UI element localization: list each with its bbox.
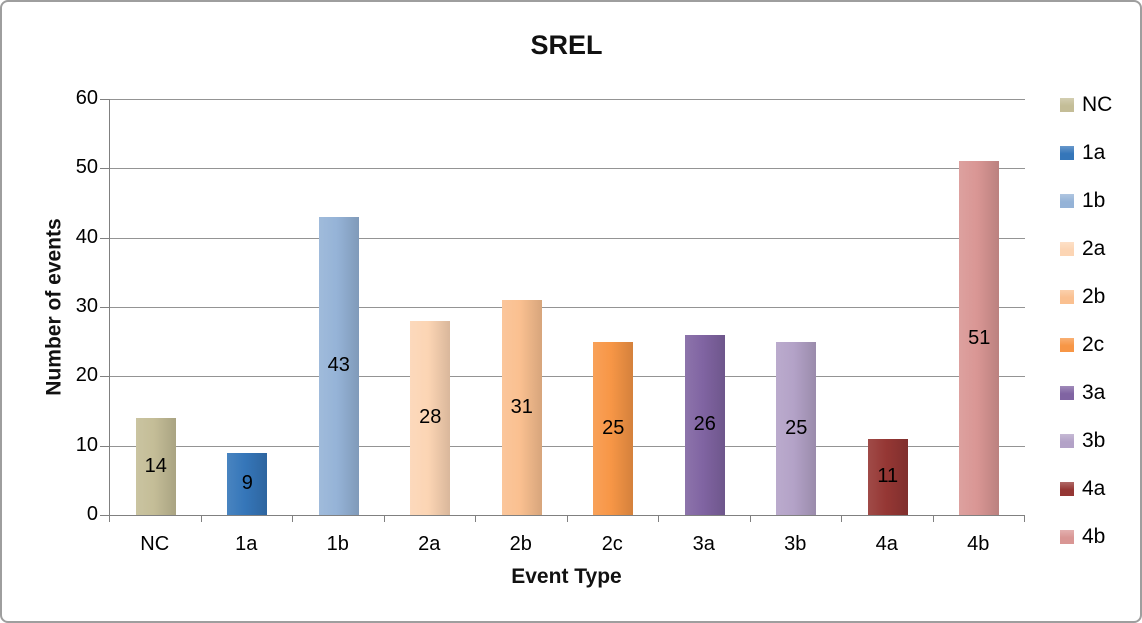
- gridline: [110, 445, 1025, 447]
- legend-label: 2b: [1082, 285, 1106, 308]
- legend-item-2c: 2c: [1060, 332, 1112, 358]
- legend-swatch-icon: [1060, 386, 1074, 400]
- bar-value-label: 25: [785, 416, 808, 439]
- legend-item-NC: NC: [1060, 92, 1112, 118]
- bar-value-label: 11: [877, 465, 899, 488]
- x-tick-mark: [292, 516, 293, 522]
- x-tick-label-1b: 1b: [326, 533, 349, 555]
- legend-swatch-icon: [1060, 482, 1074, 496]
- x-tick-mark: [383, 516, 385, 522]
- legend-label: 2c: [1082, 333, 1105, 356]
- legend-swatch-icon: [1060, 290, 1074, 304]
- y-tick-mark: [100, 307, 109, 308]
- bar-3a: 26: [684, 334, 725, 515]
- bar-value-label: 28: [419, 406, 442, 429]
- x-tick-mark: [841, 516, 842, 522]
- x-tick-mark: [200, 516, 202, 522]
- legend-swatch-icon: [1060, 194, 1074, 208]
- legend-item-1b: 1b: [1060, 188, 1112, 214]
- legend-label: 3a: [1082, 381, 1106, 404]
- bar-1b: 43: [318, 216, 359, 515]
- y-tick-label: 50: [75, 156, 98, 179]
- legend-label: 4a: [1082, 477, 1106, 500]
- gridline: [110, 376, 1025, 378]
- legend-item-2b: 2b: [1060, 284, 1112, 310]
- legend-item-3a: 3a: [1060, 380, 1112, 406]
- bar-1a: 9: [227, 452, 268, 515]
- legend-swatch-icon: [1060, 242, 1074, 256]
- x-tick-mark: [1024, 516, 1025, 522]
- bar-value-label: 31: [510, 396, 533, 419]
- bar-2c: 25: [593, 341, 634, 515]
- legend-label: 2a: [1082, 237, 1106, 260]
- bar-value-label: 25: [602, 416, 625, 439]
- x-tick-label-4b: 4b: [967, 533, 990, 555]
- bar-NC: 14: [135, 417, 176, 515]
- x-tick-label-3a: 3a: [692, 533, 715, 555]
- y-tick-label: 10: [75, 433, 98, 456]
- y-tick-mark: [100, 168, 109, 170]
- y-tick-mark: [100, 237, 109, 239]
- y-tick-label: 30: [75, 295, 98, 317]
- gridline: [110, 307, 1025, 308]
- y-tick-mark: [100, 515, 109, 516]
- y-tick-mark: [100, 99, 109, 100]
- x-tick-label-2a: 2a: [418, 533, 441, 555]
- x-tick-label-4a: 4a: [875, 533, 898, 555]
- bar-value-label: 51: [968, 326, 991, 349]
- y-tick-label: 60: [75, 87, 98, 109]
- x-tick-mark: [566, 516, 568, 522]
- legend-item-1a: 1a: [1060, 140, 1112, 166]
- bar-value-label: 26: [693, 413, 716, 436]
- x-tick-label-NC: NC: [140, 533, 170, 555]
- legend: NC 1a 1b 2a 2b 2c 3a 3b 4a 4b: [1060, 92, 1112, 550]
- bar-4a: 11: [867, 438, 908, 515]
- gridline: [110, 99, 1025, 100]
- legend-label: 1b: [1082, 189, 1106, 212]
- plot-area: 14 9 43 28 31 25 26 25 11 51: [109, 99, 1025, 516]
- legend-swatch-icon: [1060, 530, 1074, 544]
- bar-2b: 31: [501, 300, 542, 515]
- x-tick-mark: [109, 516, 110, 522]
- legend-swatch-icon: [1060, 338, 1074, 352]
- bar-value-label: 9: [241, 472, 253, 495]
- legend-item-4b: 4b: [1060, 524, 1112, 550]
- legend-swatch-icon: [1060, 434, 1074, 448]
- x-tick-label-2c: 2c: [601, 533, 623, 555]
- x-tick-mark: [475, 516, 476, 522]
- y-tick-label: 0: [86, 503, 98, 525]
- legend-swatch-icon: [1060, 98, 1074, 112]
- x-tick-label-1a: 1a: [235, 533, 258, 555]
- legend-label: 1a: [1082, 141, 1106, 164]
- legend-label: NC: [1082, 93, 1113, 116]
- x-tick-label-3b: 3b: [784, 533, 807, 555]
- y-tick-mark: [100, 445, 109, 447]
- legend-label: 3b: [1082, 429, 1106, 452]
- y-tick-label: 40: [75, 225, 98, 248]
- legend-item-2a: 2a: [1060, 236, 1112, 262]
- legend-item-4a: 4a: [1060, 476, 1112, 502]
- bar-4b: 51: [959, 161, 1000, 515]
- x-tick-mark: [658, 516, 659, 522]
- bar-3b: 25: [776, 341, 817, 515]
- x-tick-mark: [749, 516, 751, 522]
- chart-title: SREL: [530, 30, 603, 60]
- gridline: [110, 168, 1025, 170]
- x-axis-title: Event Type: [511, 565, 622, 588]
- x-tick-mark: [932, 516, 934, 522]
- bar-value-label: 43: [327, 354, 350, 377]
- legend-label: 4b: [1082, 525, 1106, 548]
- legend-swatch-icon: [1060, 146, 1074, 160]
- bar-value-label: 14: [144, 454, 167, 477]
- gridline: [110, 237, 1025, 239]
- bar-2a: 28: [410, 320, 451, 515]
- x-tick-label-2b: 2b: [509, 533, 532, 555]
- legend-item-3b: 3b: [1060, 428, 1112, 454]
- y-tick-label: 20: [75, 364, 98, 387]
- y-tick-mark: [100, 376, 109, 378]
